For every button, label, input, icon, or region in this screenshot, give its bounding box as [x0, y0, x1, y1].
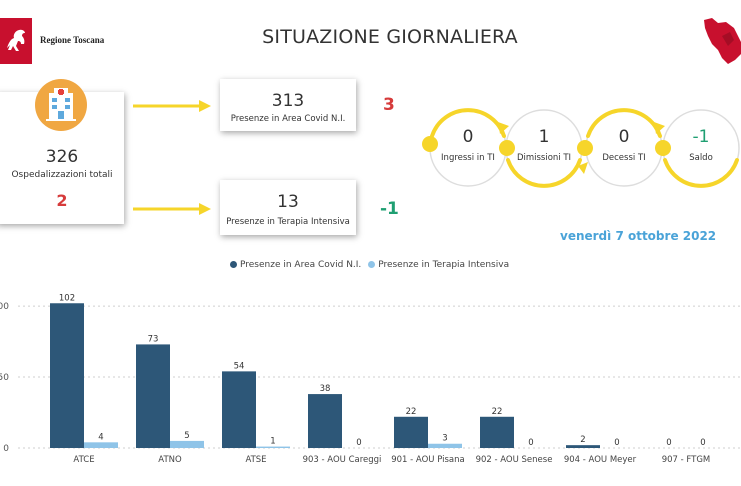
bar-chart: 100 50 0 102 4 ATCE 73 5 ATNO 54 1 ATSE 38 0 903 - AOU…	[0, 293, 741, 465]
x-tick-label: 904 - AOU Meyer	[564, 455, 637, 465]
bar	[222, 371, 256, 448]
arrowhead-icon	[498, 122, 509, 134]
total-hospitalizations-delta: 2	[56, 191, 68, 210]
flow-arc	[663, 158, 739, 188]
covid-ward-delta: 3	[383, 95, 395, 115]
data-label: 1	[270, 437, 275, 447]
page-title: SITUAZIONE GIORNALIERA	[262, 26, 518, 48]
flow-label-ingressi: Ingressi in TI	[441, 153, 495, 163]
bar	[84, 442, 118, 448]
flow-arc	[506, 158, 582, 188]
data-label: 102	[59, 293, 75, 303]
arrowhead-icon	[578, 162, 588, 174]
report-date: venerdì 7 ottobre 2022	[560, 229, 717, 243]
data-label: 4	[98, 432, 103, 442]
flow-node	[422, 136, 438, 152]
x-tick-label: 901 - AOU Pisana	[391, 455, 465, 465]
covid-ward-card	[220, 79, 356, 131]
flow-arc	[430, 108, 506, 138]
intensive-care-delta: -1	[380, 199, 399, 219]
total-hospitalizations-value: 326	[45, 147, 79, 167]
legend-marker	[230, 261, 237, 268]
legend-series-1: Presenze in Area Covid N.I.	[240, 260, 362, 270]
data-label: 0	[700, 438, 705, 448]
covid-ward-label: Presenze in Area Covid N.I.	[230, 114, 346, 124]
flow-value-dimissioni: 1	[538, 127, 550, 147]
data-label: 22	[406, 407, 417, 417]
total-hospitalizations-label: Ospedalizzazioni totali	[11, 170, 113, 180]
flow-node	[499, 140, 515, 156]
bar	[566, 445, 600, 448]
data-label: 22	[492, 407, 503, 417]
bar	[170, 440, 204, 448]
x-tick-label: 902 - AOU Senese	[476, 455, 553, 465]
data-label: 0	[528, 438, 533, 448]
x-tick-label: ATSE	[245, 455, 266, 465]
flow-label-saldo: Saldo	[689, 153, 713, 163]
arrowhead-icon	[654, 122, 665, 134]
intensive-care-flow-diagram	[422, 108, 740, 188]
data-label: 5	[184, 431, 189, 441]
flow-value-saldo: -1	[692, 127, 710, 147]
data-label: 0	[356, 438, 361, 448]
intensive-care-value: 13	[277, 192, 299, 212]
flow-label-decessi: Decessi TI	[602, 153, 646, 163]
y-tick-label: 50	[0, 373, 9, 383]
bar	[308, 394, 342, 448]
toscana-map-icon	[704, 18, 741, 64]
flow-node	[577, 140, 593, 156]
bar	[394, 416, 428, 448]
covid-ward-value: 313	[271, 91, 305, 111]
bar	[428, 443, 462, 448]
hospital-icon	[35, 79, 87, 131]
bar	[256, 446, 290, 448]
data-label: 0	[614, 438, 619, 448]
bar	[50, 303, 84, 448]
x-tick-label: ATNO	[158, 455, 182, 465]
data-label: 3	[442, 434, 447, 444]
arrow-icon	[133, 100, 211, 112]
legend-marker	[368, 261, 376, 268]
x-tick-label: ATCE	[73, 455, 94, 465]
flow-node	[655, 140, 671, 156]
bar	[480, 416, 514, 448]
toscana-horse-logo-icon	[7, 29, 25, 51]
intensive-care-card	[220, 180, 356, 235]
legend-series-2: Presenze in Terapia Intensiva	[378, 260, 510, 270]
arrow-icon	[133, 203, 211, 215]
data-label: 2	[580, 435, 585, 445]
y-tick-label: 0	[3, 444, 9, 454]
flow-arc	[586, 108, 662, 138]
regione-toscana-logo	[0, 18, 32, 64]
flow-label-dimissioni: Dimissioni TI	[516, 153, 572, 163]
data-label: 38	[320, 384, 331, 394]
data-label: 73	[148, 334, 159, 344]
data-label: 0	[666, 438, 671, 448]
y-tick-label: 100	[0, 302, 9, 312]
data-label: 54	[234, 361, 245, 371]
bar	[136, 344, 170, 448]
flow-value-ingressi: 0	[462, 127, 474, 147]
brand-name: Regione Toscana	[40, 35, 105, 45]
x-tick-label: 907 - FTGM	[662, 455, 711, 465]
x-tick-label: 903 - AOU Careggi	[303, 455, 382, 465]
intensive-care-label: Presenze in Terapia Intensiva	[226, 217, 350, 227]
flow-value-decessi: 0	[618, 127, 630, 147]
chart-legend: Presenze in Area Covid N.I. Presenze in …	[230, 260, 509, 270]
